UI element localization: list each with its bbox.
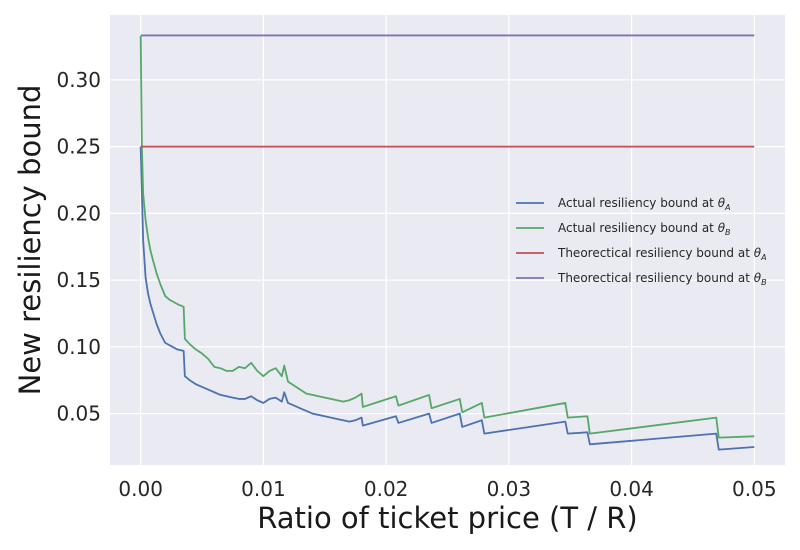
y-axis-label: New resiliency bound	[13, 85, 47, 396]
y-tick-label: 0.30	[56, 68, 101, 92]
legend-label: Actual resiliency bound at θA	[558, 196, 731, 212]
y-tick-label: 0.15	[56, 268, 101, 292]
legend-label: Theorectical resiliency bound at θA	[557, 246, 767, 262]
x-tick-label: 0.02	[364, 477, 409, 501]
x-tick-label: 0.03	[487, 477, 532, 501]
y-tick-label: 0.05	[56, 402, 101, 426]
x-axis-label: Ratio of ticket price (T / R)	[257, 501, 638, 535]
legend-item: Actual resiliency bound at θA	[516, 196, 731, 212]
series-layer	[139, 34, 755, 451]
legend-item: Theorectical resiliency bound at θB	[516, 271, 767, 287]
x-axis-ticks: 0.00 0.01 0.02 0.03 0.04 0.05	[118, 477, 776, 501]
y-tick-label: 0.10	[56, 335, 101, 359]
x-tick-label: 0.00	[118, 477, 163, 501]
series-line-2	[139, 35, 755, 439]
legend-item: Actual resiliency bound at θB	[516, 221, 731, 237]
series-line-1	[139, 146, 755, 451]
y-tick-label: 0.25	[56, 135, 101, 159]
x-tick-label: 0.04	[609, 477, 654, 501]
y-tick-label: 0.20	[56, 201, 101, 225]
plot-area	[110, 15, 785, 465]
legend: Actual resiliency bound at θA Actual resi…	[516, 196, 767, 287]
legend-label: Theorectical resiliency bound at θB	[557, 271, 767, 287]
x-tick-label: 0.05	[732, 477, 777, 501]
legend-item: Theorectical resiliency bound at θA	[516, 246, 767, 262]
y-axis-ticks: 0.05 0.10 0.15 0.20 0.25 0.30	[56, 68, 101, 426]
x-tick-label: 0.01	[241, 477, 286, 501]
legend-label: Actual resiliency bound at θB	[558, 221, 731, 237]
